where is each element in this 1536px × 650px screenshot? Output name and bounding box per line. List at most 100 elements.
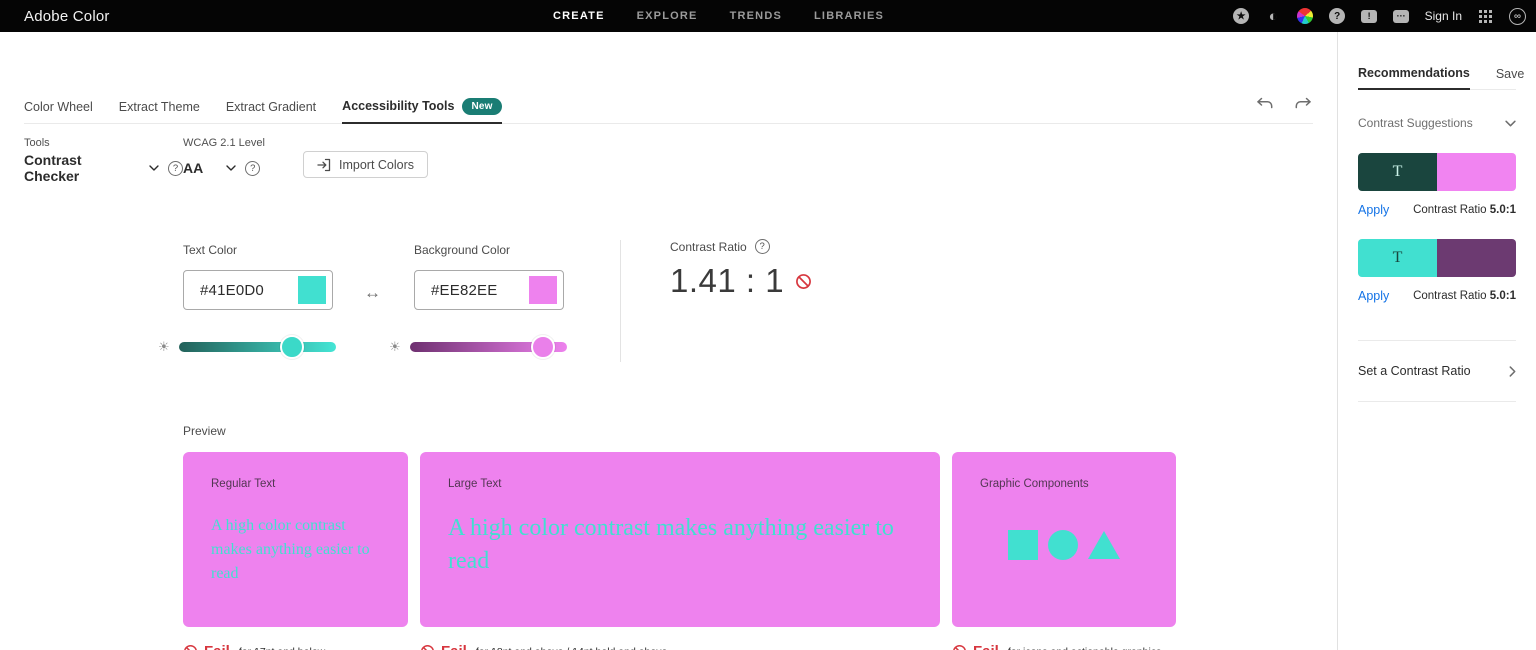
page-tabs: Color Wheel Extract Theme Extract Gradie… [24, 90, 1313, 124]
tools-help-icon[interactable]: ? [168, 160, 183, 176]
text-color-input[interactable]: #41E0D0 [183, 270, 333, 310]
new-badge: New [462, 97, 502, 115]
wcag-label: WCAG 2.1 Level [183, 137, 265, 149]
regular-text-result: Fail for 17pt and below [183, 643, 408, 650]
wcag-level-select[interactable]: AA [183, 160, 204, 176]
nav-create[interactable]: CREATE [553, 10, 605, 22]
swap-colors-icon[interactable]: ↔ [364, 283, 381, 302]
main-content: Color Wheel Extract Theme Extract Gradie… [0, 32, 1337, 650]
suggestion-2-swatch[interactable]: T [1358, 239, 1516, 277]
fail-icon [421, 644, 434, 650]
triangle-shape [1088, 531, 1120, 559]
tab-recommendations[interactable]: Recommendations [1358, 58, 1470, 90]
app-grid-icon[interactable] [1477, 8, 1494, 25]
background-color-swatch[interactable] [529, 276, 557, 304]
contrast-ratio-label: Contrast Ratio [670, 239, 747, 254]
topbar-actions: ★ ◐ ? ! ··· Sign In ∞ [1233, 0, 1526, 32]
sidebar-tabs: Recommendations Save [1358, 58, 1524, 90]
text-color-swatch[interactable] [298, 276, 326, 304]
contrast-mode-icon[interactable]: ◐ [1268, 7, 1278, 25]
contrast-ratio-help-icon[interactable]: ? [754, 239, 770, 254]
tool-select[interactable]: Contrast Checker [24, 152, 82, 184]
background-brightness-slider[interactable] [409, 335, 567, 359]
app-logo[interactable]: Adobe Color [24, 7, 110, 25]
suggestion-bg-color [1437, 239, 1516, 277]
help-icon[interactable]: ? [1329, 8, 1346, 25]
suggestion-1-swatch[interactable]: T [1358, 153, 1516, 191]
tab-extract-theme[interactable]: Extract Theme [118, 99, 200, 114]
wcag-help-icon[interactable]: ? [245, 160, 261, 176]
brightness-icon: ☀ [389, 339, 401, 354]
fail-note: for 18pt and above / 14pt bold and above [476, 646, 668, 650]
background-color-input[interactable]: #EE82EE [414, 270, 564, 310]
nav-explore[interactable]: EXPLORE [636, 10, 698, 22]
tab-color-wheel[interactable]: Color Wheel [24, 99, 93, 114]
background-brightness-slider-row: ☀ [389, 335, 567, 359]
sign-in-link[interactable]: Sign In [1424, 9, 1462, 23]
tab-extract-gradient[interactable]: Extract Gradient [225, 99, 317, 114]
regular-text-card: Regular Text A high color contrast makes… [183, 452, 408, 627]
graphic-components-card: Graphic Components [952, 452, 1176, 627]
slider-thumb[interactable] [531, 335, 556, 359]
tab-accessibility-tools[interactable]: Accessibility Tools New [342, 90, 502, 124]
text-brightness-slider[interactable] [178, 335, 336, 359]
background-color-group: Background Color #EE82EE [414, 243, 564, 310]
suggestion-2-ratio: Contrast Ratio 5.0:1 [1413, 290, 1516, 302]
nav-libraries[interactable]: LIBRARIES [814, 10, 885, 22]
announcement-icon[interactable]: ! [1361, 8, 1378, 25]
fail-label: Fail [973, 643, 999, 650]
redo-button[interactable] [1294, 96, 1313, 113]
main-nav: CREATE EXPLORE TRENDS LIBRARIES [553, 0, 884, 32]
import-colors-button[interactable]: Import Colors [303, 151, 429, 178]
nav-trends[interactable]: TRENDS [729, 10, 783, 22]
color-wheel-icon[interactable] [1297, 8, 1314, 25]
card-title: Regular Text [211, 478, 276, 490]
text-color-label: Text Color [183, 243, 238, 257]
large-text-card: Large Text A high color contrast makes a… [420, 452, 940, 627]
contrast-ratio-group: Contrast Ratio ? 1.41 : 1 [670, 239, 812, 300]
star-icon: ★ [1233, 8, 1250, 24]
contrast-suggestions-header[interactable]: Contrast Suggestions [1358, 116, 1516, 130]
creative-cloud-icon[interactable]: ∞ [1509, 7, 1526, 25]
text-color-hex[interactable]: #41E0D0 [200, 281, 264, 299]
suggestion-text-color: T [1358, 153, 1437, 191]
recommendations-panel: Recommendations Save Contrast Suggestion… [1337, 32, 1536, 650]
square-shape [1008, 530, 1038, 560]
chevron-down-icon[interactable] [149, 165, 159, 171]
favorites-icon[interactable]: ★ [1233, 8, 1250, 25]
suggestion-text-color: T [1358, 239, 1437, 277]
undo-button[interactable] [1255, 96, 1274, 113]
graphics-result: Fail for icons and actionable graphics [952, 643, 1176, 650]
card-title: Graphic Components [980, 478, 1089, 490]
fail-icon [953, 644, 966, 650]
background-color-label: Background Color [414, 243, 511, 257]
circle-shape [1048, 530, 1078, 560]
text-color-group: Text Color #41E0D0 [183, 243, 333, 310]
section-divider [620, 240, 621, 362]
feedback-icon[interactable]: ··· [1393, 8, 1410, 25]
chevron-down-icon [1505, 120, 1516, 126]
suggestion-1-ratio: Contrast Ratio 5.0:1 [1413, 204, 1516, 216]
slider-thumb[interactable] [279, 335, 304, 359]
card-title: Large Text [448, 478, 502, 490]
tab-save[interactable]: Save [1495, 66, 1525, 81]
brightness-icon: ☀ [158, 339, 170, 354]
chevron-down-icon[interactable] [226, 165, 236, 171]
set-contrast-ratio-button[interactable]: Set a Contrast Ratio [1358, 340, 1516, 402]
large-text-result: Fail for 18pt and above / 14pt bold and … [420, 643, 940, 650]
background-color-hex[interactable]: #EE82EE [431, 281, 498, 299]
tools-label: Tools [24, 137, 50, 149]
import-icon [317, 158, 331, 171]
text-brightness-slider-row: ☀ [158, 335, 336, 359]
fail-label: Fail [441, 643, 467, 650]
fail-note: for 17pt and below [239, 646, 325, 650]
tab-label: Accessibility Tools [342, 99, 455, 113]
apply-suggestion-2-link[interactable]: Apply [1358, 289, 1390, 303]
contrast-ratio-value: 1.41 : 1 [670, 262, 785, 299]
apply-suggestion-1-link[interactable]: Apply [1358, 203, 1390, 217]
fail-icon [184, 644, 197, 650]
fail-note: for icons and actionable graphics [1008, 646, 1162, 650]
regular-sample-text: A high color contrast makes anything eas… [211, 517, 370, 582]
tool-controls: Tools Contrast Checker ? WCAG 2.1 Level … [24, 137, 429, 184]
large-sample-text: A high color contrast makes anything eas… [448, 515, 894, 574]
